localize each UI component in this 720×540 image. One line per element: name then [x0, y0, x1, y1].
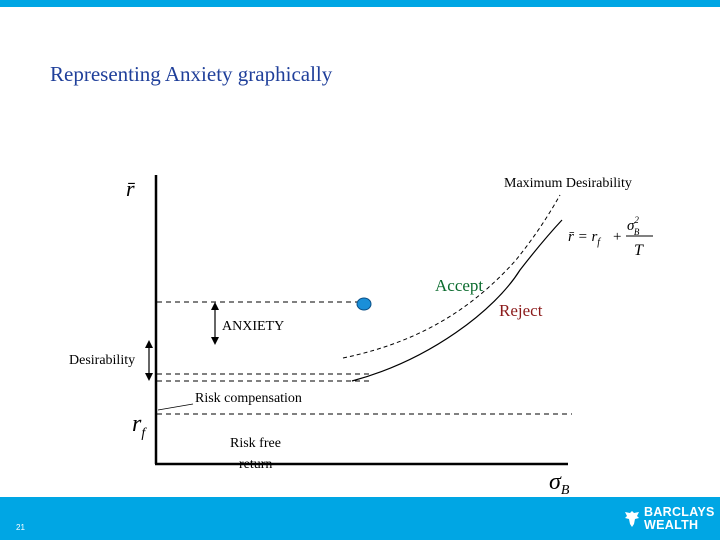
- rf-leader-line: [157, 403, 194, 411]
- svg-text:T: T: [634, 242, 644, 259]
- risk-compensation-label: Risk compensation: [195, 391, 302, 406]
- top-accent-bar: [0, 0, 720, 7]
- anxiety-label: ANXIETY: [222, 319, 284, 334]
- maximum-desirability-curve: [342, 194, 561, 359]
- x-axis-label: σB: [549, 469, 570, 498]
- y-axis-label: r̄: [126, 176, 136, 201]
- svg-text:r̄ = rf: r̄ = rf: [568, 229, 601, 248]
- reject-label: Reject: [499, 301, 543, 320]
- footer-bar: [0, 497, 720, 540]
- accept-label: Accept: [435, 276, 483, 295]
- brand-name: BARCLAYS WEALTH: [644, 506, 715, 532]
- maximum-desirability-label: Maximum Desirability: [504, 176, 632, 191]
- svg-text:+: +: [613, 229, 621, 245]
- brand-logo: BARCLAYS WEALTH: [624, 503, 715, 535]
- svg-text:σ2B: σ2 B: [627, 215, 640, 237]
- risk-free-label-line2: return: [239, 457, 272, 472]
- brand-line2: WEALTH: [644, 518, 699, 532]
- eagle-icon: [625, 511, 639, 527]
- risk-free-label-line1: Risk free: [230, 436, 281, 451]
- portfolio-marker: [356, 297, 372, 311]
- desirability-formula: r̄ = rf + σ2 B T: [568, 215, 653, 259]
- page-number: 21: [16, 523, 25, 532]
- slide-title: Representing Anxiety graphically: [50, 62, 333, 86]
- brand-line1: BARCLAYS: [644, 505, 715, 519]
- indifference-curve: [351, 219, 563, 382]
- rf-label: rf: [132, 411, 147, 441]
- desirability-label: Desirability: [69, 353, 135, 368]
